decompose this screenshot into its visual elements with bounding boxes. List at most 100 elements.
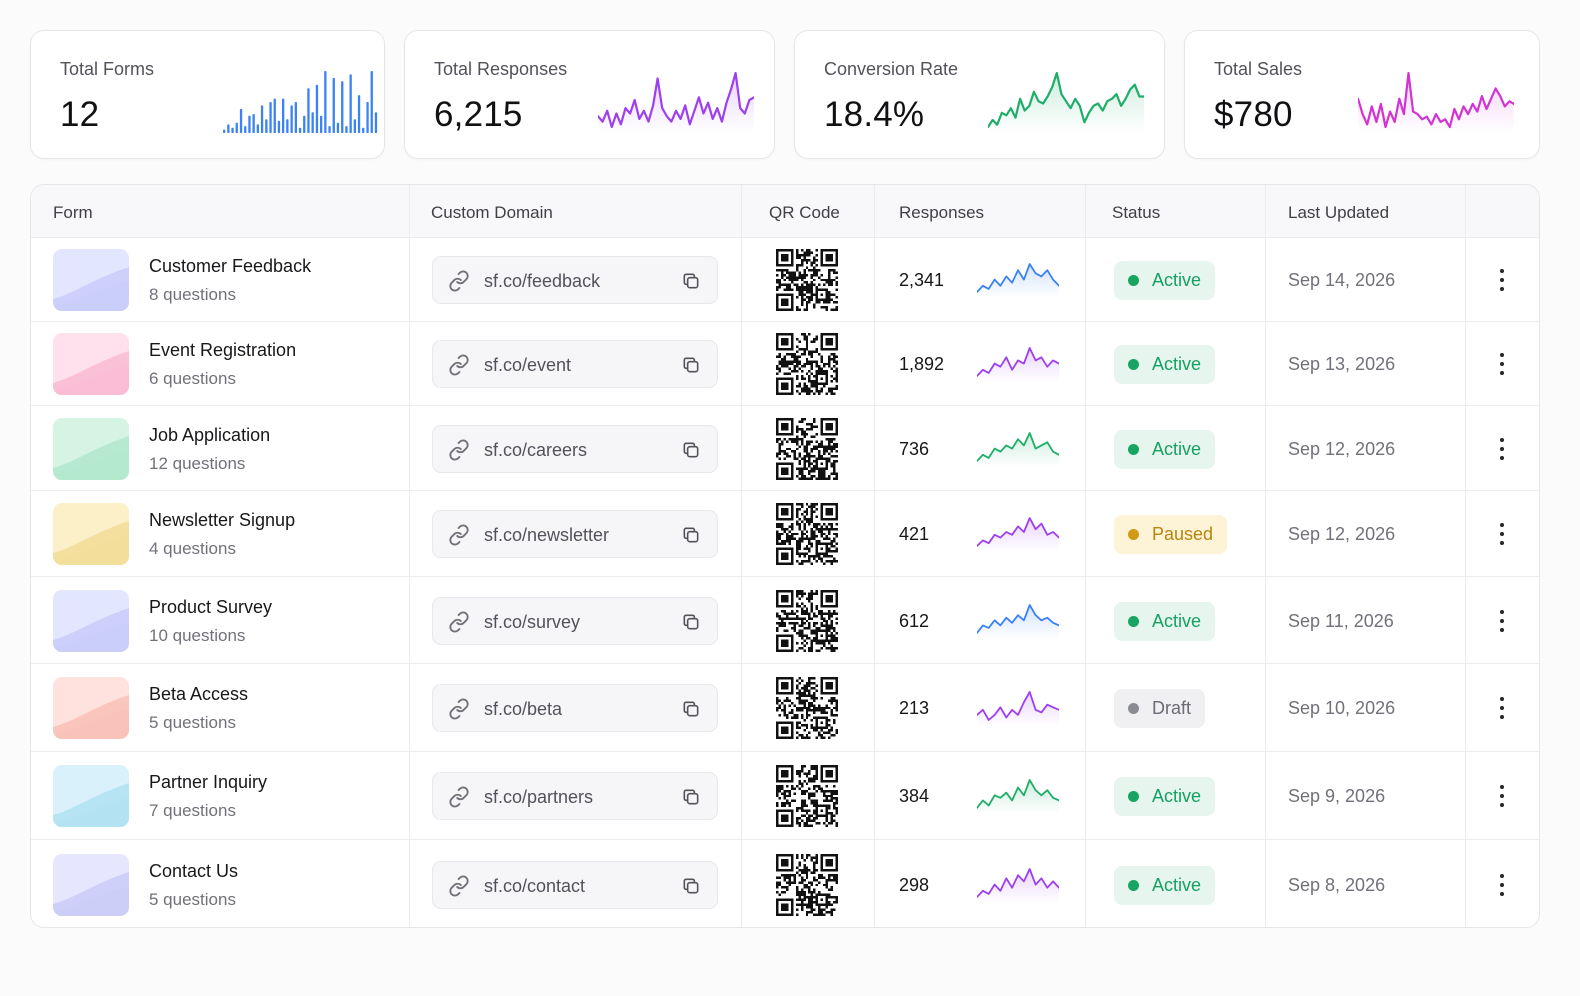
custom-domain-field[interactable]: sf.co/beta [432,684,718,732]
column-header-responses[interactable]: Responses [899,203,985,222]
column-header-last-updated[interactable]: Last Updated [1288,203,1390,222]
link-icon [449,874,469,897]
form-thumbnail [53,333,129,395]
last-updated-date: Sep 12, 2026 [1288,438,1396,459]
sparkline-bar [332,77,335,133]
sparkline-area [977,264,1059,298]
stat-label: Total Forms [60,59,155,79]
status-dot [1128,275,1139,286]
sparkline-line [977,431,1059,462]
custom-domain-field[interactable]: sf.co/survey [432,596,718,645]
sparkline-bar [290,105,293,133]
stat-sparkline [1358,71,1514,133]
form-question-count: 8 questions [149,285,236,304]
qr-code-icon[interactable] [776,417,838,480]
stat-value: 18.4% [824,95,925,134]
status-badge: Draft [1114,689,1206,728]
custom-domain-field[interactable]: sf.co/feedback [432,256,718,304]
table-row[interactable]: Beta Access 5 questions sf.co/beta 213 D… [31,664,1539,752]
copy-icon[interactable] [681,699,701,719]
sparkline-bar [252,114,255,133]
form-name[interactable]: Product Survey [149,596,273,617]
custom-domain-field[interactable]: sf.co/contact [432,860,718,909]
table-row[interactable]: Product Survey 10 questions sf.co/survey… [31,577,1539,664]
stat-label: Total Responses [434,59,568,79]
qr-code-icon[interactable] [776,333,838,395]
more-vertical-icon[interactable] [1492,436,1512,462]
qr-code-icon[interactable] [776,503,838,565]
copy-icon[interactable] [681,355,701,375]
response-sparkline [977,779,1059,814]
response-sparkline [977,867,1059,903]
custom-domain-field[interactable]: sf.co/careers [432,424,718,473]
more-vertical-icon[interactable] [1492,872,1512,898]
more-vertical-icon[interactable] [1492,608,1512,634]
column-divider [1465,185,1466,927]
column-header-custom-domain[interactable]: Custom Domain [431,203,553,222]
copy-icon[interactable] [681,525,701,545]
table-row[interactable]: Job Application 12 questions sf.co/caree… [31,406,1539,491]
sparkline-line [1358,71,1514,129]
sparkline-bar [315,84,319,133]
status-dot [1128,791,1139,802]
custom-domain-field[interactable]: sf.co/event [432,340,718,388]
stat-card-total-forms: Total Forms 12 [30,30,385,159]
form-thumbnail [53,853,129,916]
custom-domain-field[interactable]: sf.co/newsletter [432,510,718,558]
copy-icon[interactable] [681,787,701,807]
more-vertical-icon[interactable] [1492,521,1512,547]
status-label: Active [1152,438,1202,459]
qr-code-icon[interactable] [776,249,838,311]
qr-code-icon[interactable] [776,765,838,827]
stat-value: 6,215 [434,95,523,134]
form-name[interactable]: Job Application [149,424,271,445]
form-thumbnail [53,249,129,311]
table-row[interactable]: Contact Us 5 questions sf.co/contact 298… [31,840,1539,927]
qr-code-icon[interactable] [776,853,838,916]
more-vertical-icon[interactable] [1492,783,1512,809]
sparkline-line [977,867,1059,898]
sparkline-bar [235,122,238,133]
copy-icon[interactable] [681,612,701,632]
sparkline-bar [311,112,314,133]
status-label: Active [1152,610,1202,631]
status-dot [1128,703,1139,714]
sparkline-area [977,348,1059,382]
sparkline-line [977,691,1059,721]
copy-icon[interactable] [681,271,701,291]
response-sparkline [977,603,1059,639]
form-question-count: 4 questions [149,539,236,558]
forms-table: Form Custom Domain QR Code Responses Sta… [30,184,1540,928]
response-sparkline [977,691,1059,726]
more-vertical-icon[interactable] [1492,351,1512,377]
status-badge: Active [1114,601,1216,641]
table-row[interactable]: Partner Inquiry 7 questions sf.co/partne… [31,752,1539,840]
sparkline-bar [265,119,268,133]
form-name[interactable]: Partner Inquiry [149,772,268,792]
sparkline-bar [248,115,251,133]
sparkline-bar [324,71,327,133]
qr-code-icon[interactable] [776,677,838,739]
column-divider [741,185,742,927]
qr-code-icon[interactable] [776,589,838,652]
copy-icon[interactable] [681,440,701,460]
custom-domain-field[interactable]: sf.co/partners [432,772,718,820]
form-name[interactable]: Customer Feedback [149,256,312,276]
form-name[interactable]: Newsletter Signup [149,510,296,530]
stat-card-total-sales: Total Sales $780 [1184,30,1540,159]
table-row[interactable]: Newsletter Signup 4 questions sf.co/news… [31,491,1539,577]
table-row[interactable]: Customer Feedback 8 questions sf.co/feed… [31,238,1539,322]
sparkline-area [977,692,1059,726]
column-header-status[interactable]: Status [1112,203,1161,222]
copy-icon[interactable] [681,876,701,896]
column-header-qr-code[interactable]: QR Code [769,203,840,222]
more-vertical-icon[interactable] [1492,267,1512,293]
more-vertical-icon[interactable] [1492,695,1512,721]
form-name[interactable]: Contact Us [149,860,239,881]
stat-label: Total Sales [1214,59,1303,79]
column-header-form[interactable]: Form [53,203,93,222]
sparkline-bar [260,105,264,133]
table-row[interactable]: Event Registration 6 questions sf.co/eve… [31,322,1539,406]
form-name[interactable]: Event Registration [149,340,297,360]
form-name[interactable]: Beta Access [149,684,249,704]
